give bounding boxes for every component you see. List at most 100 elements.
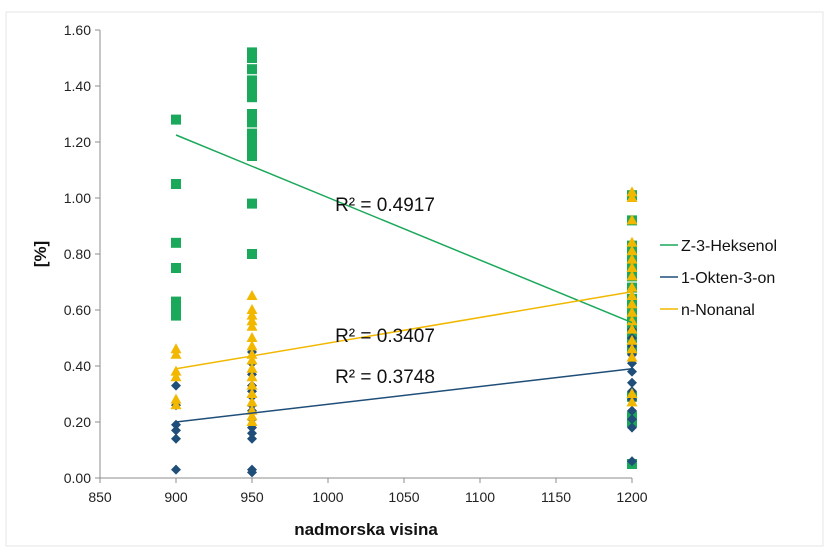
y-tick-label: 0.60: [64, 302, 91, 318]
y-axis-title: [%]: [31, 241, 50, 267]
data-point-triangle: [246, 315, 258, 326]
data-point-square: [247, 75, 257, 86]
data-point-triangle: [626, 186, 638, 197]
trendline: [175, 134, 633, 324]
data-point-diamond: [171, 464, 181, 475]
data-point-square: [247, 145, 257, 156]
data-point-triangle: [626, 388, 638, 398]
x-tick-label: 1150: [541, 489, 571, 505]
x-tick-label: 1200: [616, 489, 647, 505]
data-point-square: [247, 64, 257, 75]
data-point-triangle: [246, 354, 258, 365]
data-point-triangle: [626, 290, 638, 300]
x-tick-label: 1100: [465, 489, 495, 505]
data-point-triangle: [246, 379, 258, 390]
data-point-triangle: [626, 396, 638, 407]
data-point-square: [171, 310, 181, 321]
data-point-square: [247, 109, 257, 119]
data-point-triangle: [246, 362, 258, 373]
data-point-triangle: [626, 236, 638, 247]
data-point-triangle: [626, 306, 638, 317]
y-tick-label: 0.00: [64, 470, 91, 486]
data-point-diamond: [627, 405, 637, 416]
r2-label: R² = 0.3407: [335, 326, 435, 347]
data-point-triangle: [246, 309, 258, 320]
data-point-diamond: [627, 456, 637, 467]
x-tick-label: 850: [88, 489, 112, 505]
data-point-triangle: [246, 320, 258, 331]
data-point-square: [247, 249, 257, 259]
data-point-square: [171, 296, 181, 307]
data-point-square: [171, 302, 181, 313]
r2-labels: R² = 0.4917 R² = 0.3407 R² = 0.3748: [335, 195, 435, 388]
data-point-triangle: [626, 253, 638, 264]
data-point-square: [247, 198, 257, 209]
data-point-triangle: [626, 334, 638, 345]
data-point-triangle: [170, 348, 182, 359]
data-point-triangle: [170, 399, 182, 410]
y-tick-label: 0.20: [64, 414, 91, 430]
chart-border: [5, 11, 824, 547]
data-point-triangle: [246, 371, 258, 382]
data-point-diamond: [627, 377, 637, 388]
data-point-triangle: [246, 388, 258, 398]
legend-label: n-Nonanal: [681, 302, 755, 319]
r2-label: R² = 0.4917: [335, 195, 435, 216]
data-point-diamond: [171, 433, 181, 444]
data-point-diamond: [627, 422, 637, 433]
trendline: [175, 368, 633, 423]
data-point-triangle: [626, 343, 638, 354]
data-point-square: [247, 47, 257, 58]
data-point-triangle: [246, 304, 258, 314]
data-point-triangle: [626, 192, 638, 202]
data-point-triangle: [170, 393, 182, 404]
data-point-triangle: [626, 270, 638, 281]
x-tick-label: 900: [164, 489, 188, 505]
x-tick-label: 1050: [388, 489, 419, 505]
data-point-diamond: [247, 433, 257, 444]
y-tick-label: 0.80: [64, 246, 91, 262]
data-point-diamond: [247, 428, 257, 439]
trendlines: [175, 134, 633, 423]
data-point-square: [247, 53, 257, 63]
data-point-triangle: [246, 396, 258, 407]
x-axis-title: nadmorska visina: [294, 520, 438, 539]
data-point-triangle: [246, 332, 258, 342]
data-point-square: [247, 83, 257, 94]
axes: 850 900 950 1000 1050 1100 1150 1200 0.00 0.20 0.4…: [64, 22, 648, 505]
data-point-triangle: [626, 351, 638, 362]
y-tick-label: 1.60: [64, 22, 91, 38]
data-point-triangle: [170, 365, 182, 376]
data-point-diamond: [171, 380, 181, 391]
y-tick-label: 1.40: [64, 78, 91, 94]
data-point-square: [171, 179, 181, 189]
data-point-triangle: [246, 340, 258, 351]
data-point-diamond: [171, 425, 181, 436]
data-point-triangle: [246, 416, 258, 426]
data-point-triangle: [170, 343, 182, 354]
data-point-triangle: [626, 281, 638, 292]
data-point-triangle: [170, 371, 182, 382]
data-point-square: [247, 92, 257, 103]
y-tick-label: 1.00: [64, 190, 91, 206]
data-point-square: [247, 137, 257, 147]
data-point-triangle: [626, 262, 638, 272]
data-point-triangle: [626, 323, 638, 334]
data-point-diamond: [627, 414, 637, 425]
y-tick-label: 1.20: [64, 134, 91, 150]
data-point-triangle: [626, 214, 638, 225]
y-tick-label: 0.40: [64, 358, 91, 374]
data-point-square: [171, 114, 181, 125]
data-point-triangle: [246, 290, 258, 300]
data-point-triangle: [626, 245, 638, 256]
data-point-square: [171, 263, 181, 273]
data-point-triangle: [626, 315, 638, 326]
legend: Z-3-Heksenol 1-Okten-3-on n-Nonanal: [660, 238, 777, 319]
data-point-triangle: [626, 298, 638, 309]
r2-label: R² = 0.3748: [335, 367, 435, 388]
data-point-diamond: [247, 467, 257, 478]
legend-label: Z-3-Heksenol: [681, 238, 777, 255]
data-point-triangle: [246, 410, 258, 421]
